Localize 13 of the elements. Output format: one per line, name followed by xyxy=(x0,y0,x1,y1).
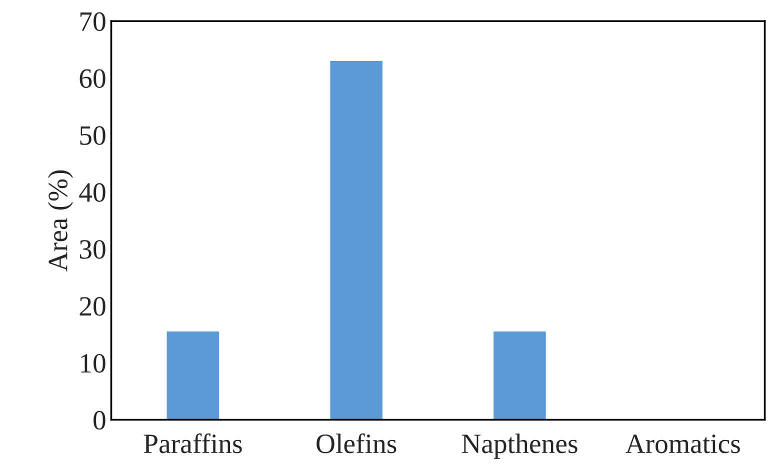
y-tick-label: 10 xyxy=(81,354,106,373)
y-axis-title: Area (%) xyxy=(48,170,74,272)
x-tick-label: Napthenes xyxy=(462,434,578,459)
y-tick-label: 40 xyxy=(79,183,106,202)
y-tick-label: 60 xyxy=(80,69,106,88)
y-tick-label: 50 xyxy=(80,126,106,145)
y-tick-label: 70 xyxy=(80,12,106,32)
y-tick-label: 20 xyxy=(80,297,106,316)
y-tick-label: 30 xyxy=(80,240,106,259)
y-tick-label: 0 xyxy=(94,410,106,430)
x-tick-label: Aromatics xyxy=(626,434,740,454)
x-tick-label: Paraffins xyxy=(144,433,242,454)
x-tick-label: Olefins xyxy=(316,433,396,454)
